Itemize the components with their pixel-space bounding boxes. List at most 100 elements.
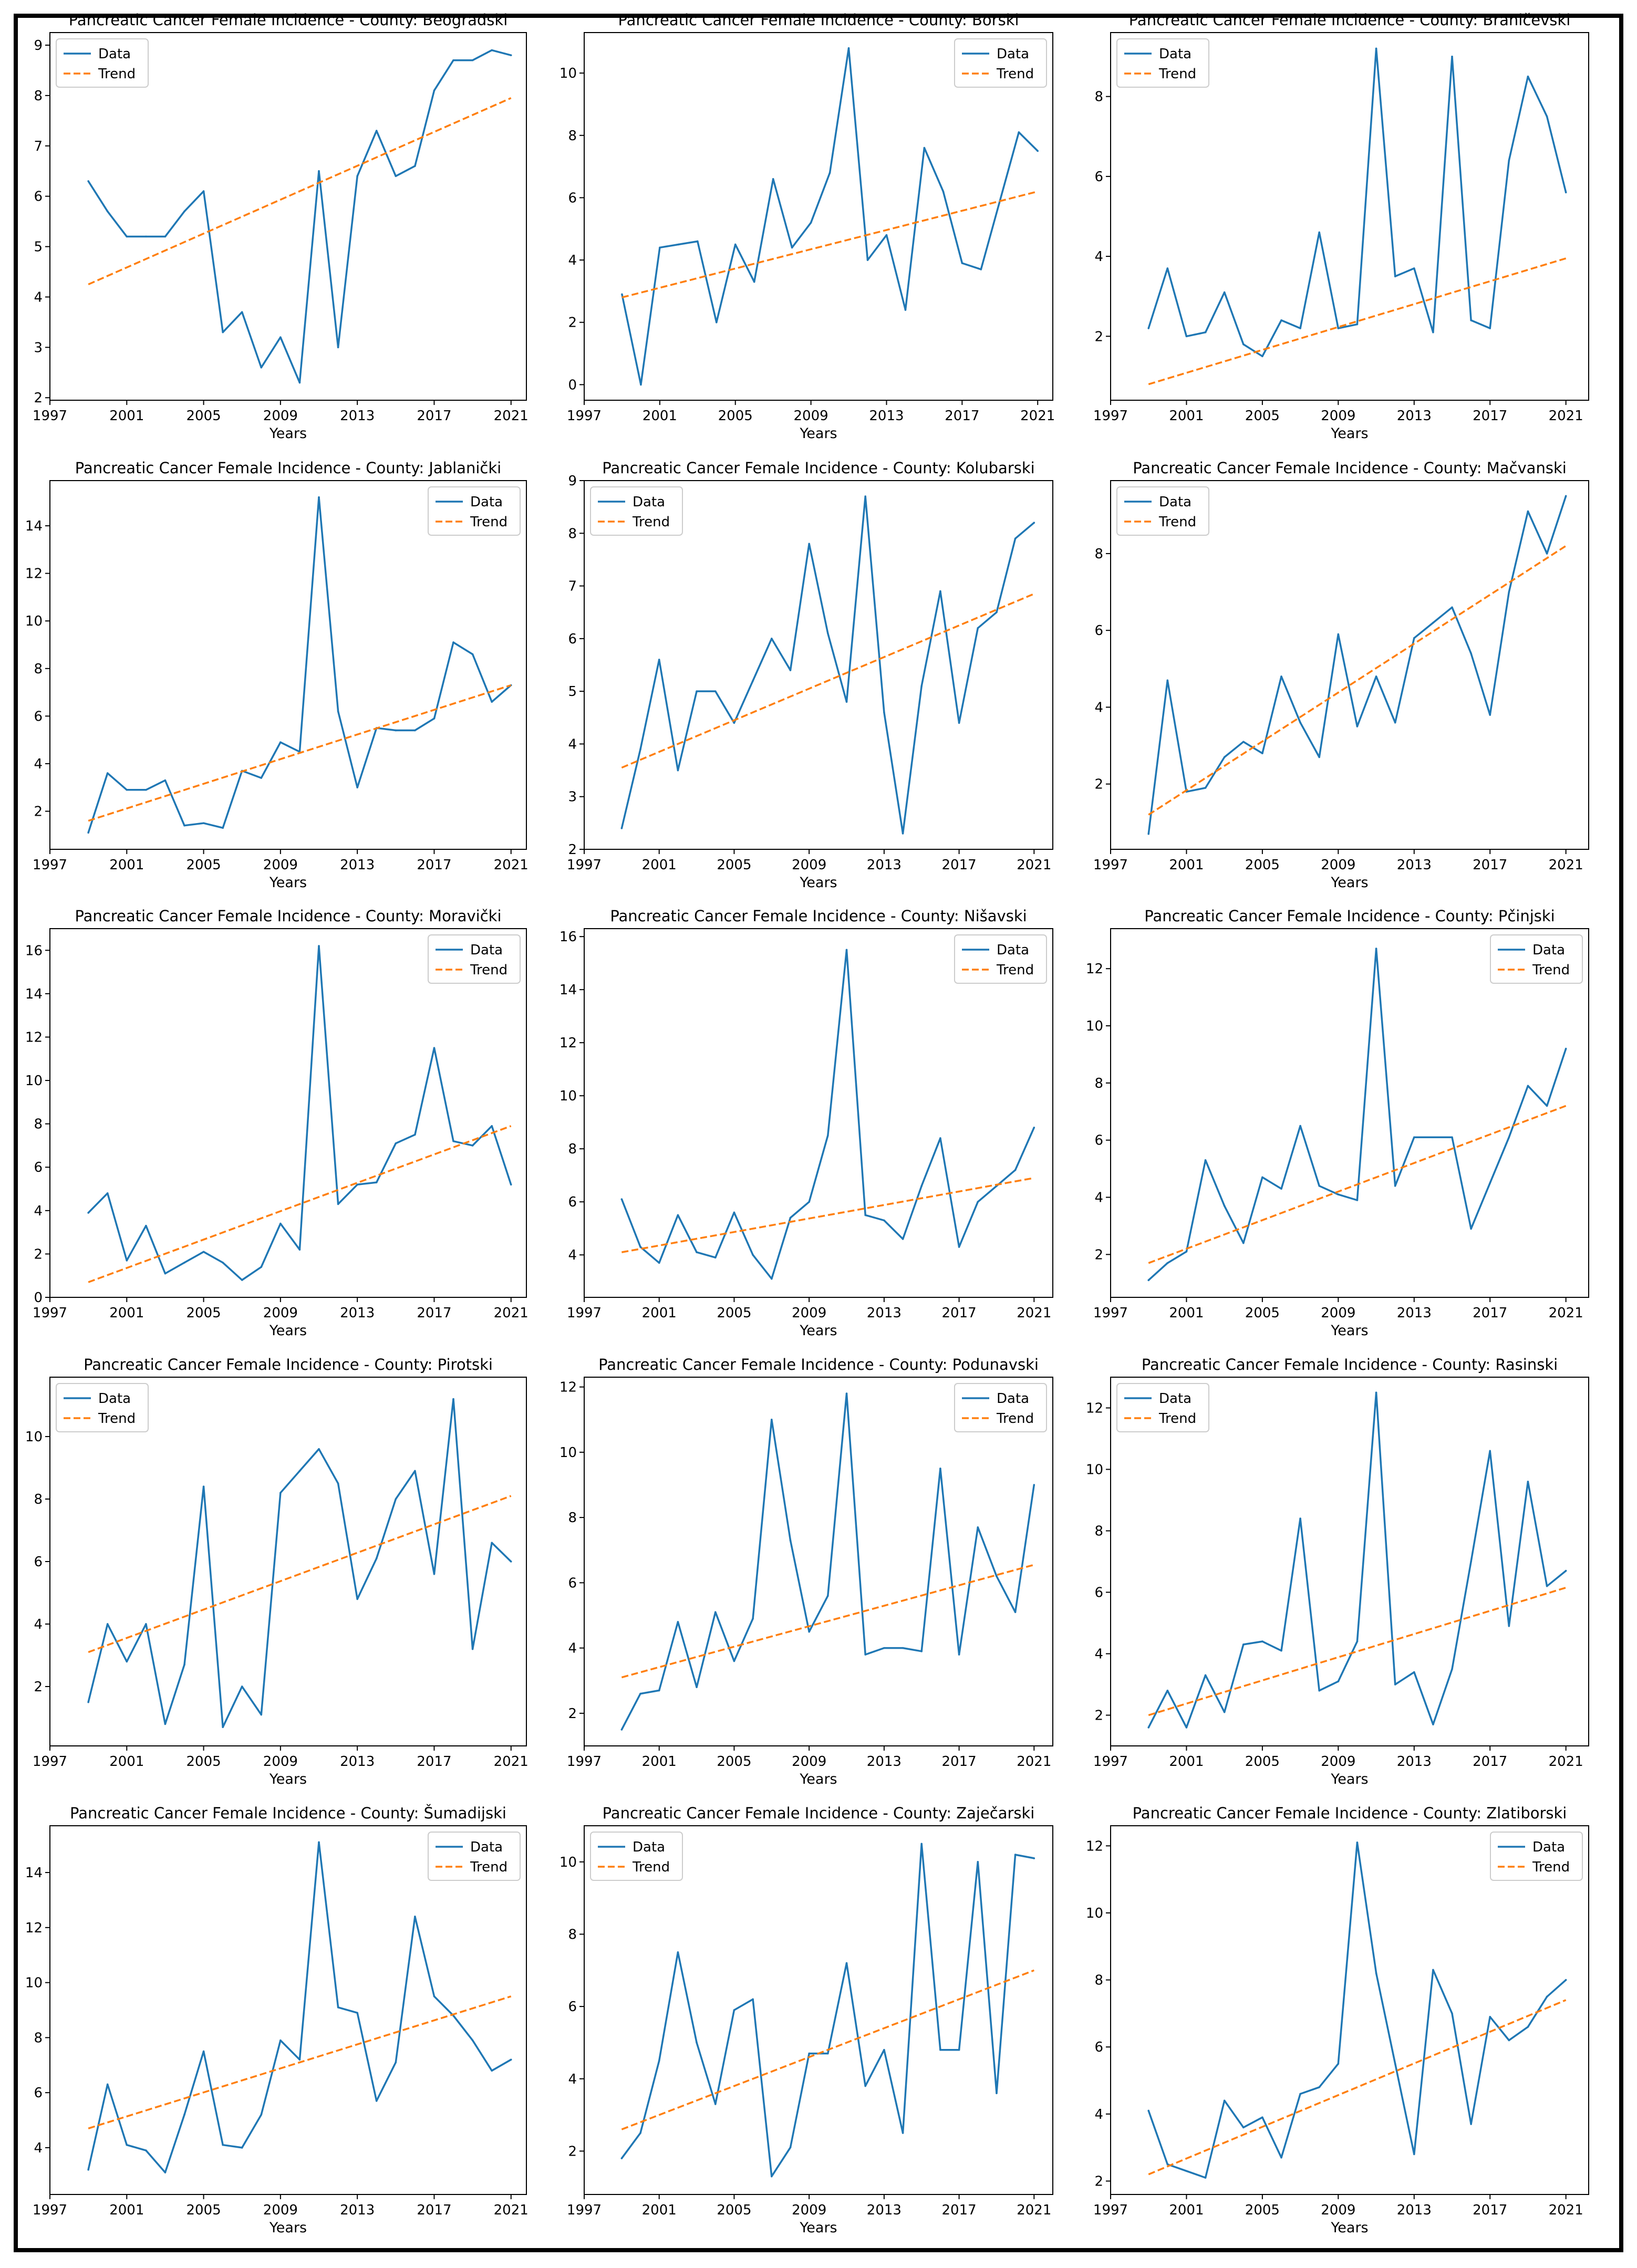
data-point xyxy=(1166,2163,1169,2166)
data-point xyxy=(1018,131,1020,133)
data-point xyxy=(714,690,717,692)
data-point xyxy=(883,1647,885,1649)
data-point xyxy=(126,1660,128,1663)
x-tick-label: 2009 xyxy=(263,1754,298,1770)
data-point xyxy=(1299,1125,1301,1127)
data-point xyxy=(1037,150,1039,152)
data-point xyxy=(298,381,301,384)
y-tick-label: 4 xyxy=(568,253,577,268)
x-axis-label: Years xyxy=(269,875,307,891)
data-point xyxy=(1413,267,1415,269)
data-point xyxy=(845,1392,848,1395)
data-point xyxy=(395,1142,397,1145)
trend-line xyxy=(88,684,512,822)
x-tick-label: 2001 xyxy=(642,1754,677,1770)
data-point xyxy=(789,1216,792,1219)
data-point xyxy=(1299,327,1301,329)
trend-line xyxy=(88,1995,512,2129)
x-axis-label: Years xyxy=(269,1771,307,1787)
data-point xyxy=(752,1254,754,1256)
data-point xyxy=(977,1201,979,1203)
y-tick-label: 0 xyxy=(568,377,577,393)
data-point xyxy=(942,190,945,193)
trend-line xyxy=(1148,1999,1567,2176)
data-point xyxy=(1280,319,1282,321)
trend-line xyxy=(621,1969,1034,2130)
legend-trend-label: Trend xyxy=(98,66,136,82)
data-point xyxy=(1223,1205,1226,1207)
legend: Data Trend xyxy=(1490,1832,1583,1881)
data-point xyxy=(1223,756,1226,758)
x-axis-label: Years xyxy=(269,1323,307,1339)
data-point xyxy=(996,611,998,613)
y-tick-label: 6 xyxy=(568,190,577,206)
data-point xyxy=(1394,1683,1396,1686)
legend-box xyxy=(1116,486,1209,536)
legend: Data Trend xyxy=(428,1832,521,1881)
data-point xyxy=(471,653,474,656)
legend-data-label: Data xyxy=(1532,1839,1565,1855)
legend-data-label: Data xyxy=(997,942,1029,958)
x-tick-label: 2013 xyxy=(1397,408,1432,424)
data-point xyxy=(1394,1184,1396,1187)
data-point xyxy=(452,59,454,61)
x-axis-label: Years xyxy=(799,1323,837,1339)
legend-data-label: Data xyxy=(470,494,503,510)
y-tick-label: 4 xyxy=(568,2072,577,2087)
data-point xyxy=(845,949,848,951)
x-tick-label: 2017 xyxy=(945,408,979,424)
y-tick-label: 9 xyxy=(568,473,577,489)
data-point xyxy=(260,1713,263,1716)
data-point xyxy=(920,1185,923,1187)
x-tick-label: 2001 xyxy=(642,1305,677,1321)
x-tick-label: 1997 xyxy=(33,1305,67,1321)
x-tick-label: 2001 xyxy=(109,1305,144,1321)
legend-trend-label: Trend xyxy=(632,514,670,530)
legend-box xyxy=(428,486,521,536)
x-tick-label: 2009 xyxy=(792,857,826,873)
data-point xyxy=(977,1861,979,1863)
legend: Data Trend xyxy=(590,486,683,536)
x-tick-label: 1997 xyxy=(33,408,67,424)
data-point xyxy=(183,824,185,827)
x-tick-label: 2021 xyxy=(1549,1305,1583,1321)
data-point xyxy=(696,2042,698,2044)
data-point xyxy=(715,321,718,324)
data-point xyxy=(1527,1085,1529,1087)
x-tick-label: 2005 xyxy=(186,1754,221,1770)
data-point xyxy=(1299,721,1301,724)
x-tick-label: 2017 xyxy=(417,857,451,873)
data-point xyxy=(810,222,812,224)
y-tick-label: 8 xyxy=(1094,1076,1103,1091)
data-point xyxy=(939,1137,941,1139)
x-tick-label: 2005 xyxy=(717,2202,751,2218)
data-point xyxy=(145,2149,147,2151)
legend-trend-label: Trend xyxy=(98,1411,136,1427)
y-tick-label: 8 xyxy=(1094,1524,1103,1539)
figure-frame xyxy=(14,14,1623,2252)
x-tick-label: 2017 xyxy=(1473,408,1507,424)
y-tick-label: 8 xyxy=(1094,1973,1103,1989)
chart-title: Pancreatic Cancer Female Incidence - Cou… xyxy=(84,1356,493,1374)
data-point xyxy=(1223,1711,1226,1713)
y-tick-label: 2 xyxy=(1094,1708,1103,1724)
data-point xyxy=(471,1648,474,1650)
chart-title: Pancreatic Cancer Female Incidence - Cou… xyxy=(610,907,1027,925)
data-point xyxy=(1147,833,1150,835)
y-tick-label: 2 xyxy=(1094,777,1103,793)
trend-line xyxy=(1148,545,1567,816)
data-point xyxy=(1223,2099,1226,2102)
legend-data-label: Data xyxy=(633,1839,665,1855)
data-point xyxy=(1546,115,1548,118)
data-point xyxy=(222,827,224,829)
legend-data-label: Data xyxy=(1159,46,1192,62)
data-series-line xyxy=(87,49,512,384)
x-tick-label: 2001 xyxy=(1169,408,1204,424)
data-point xyxy=(222,1262,224,1264)
axes-frame xyxy=(1110,928,1589,1298)
x-tick-label: 2001 xyxy=(642,857,677,873)
data-point xyxy=(697,240,699,243)
legend-box xyxy=(954,1383,1047,1432)
data-point xyxy=(939,2048,941,2051)
chart-panel-6: Pancreatic Cancer Female Incidence - Cou… xyxy=(1093,459,1589,891)
